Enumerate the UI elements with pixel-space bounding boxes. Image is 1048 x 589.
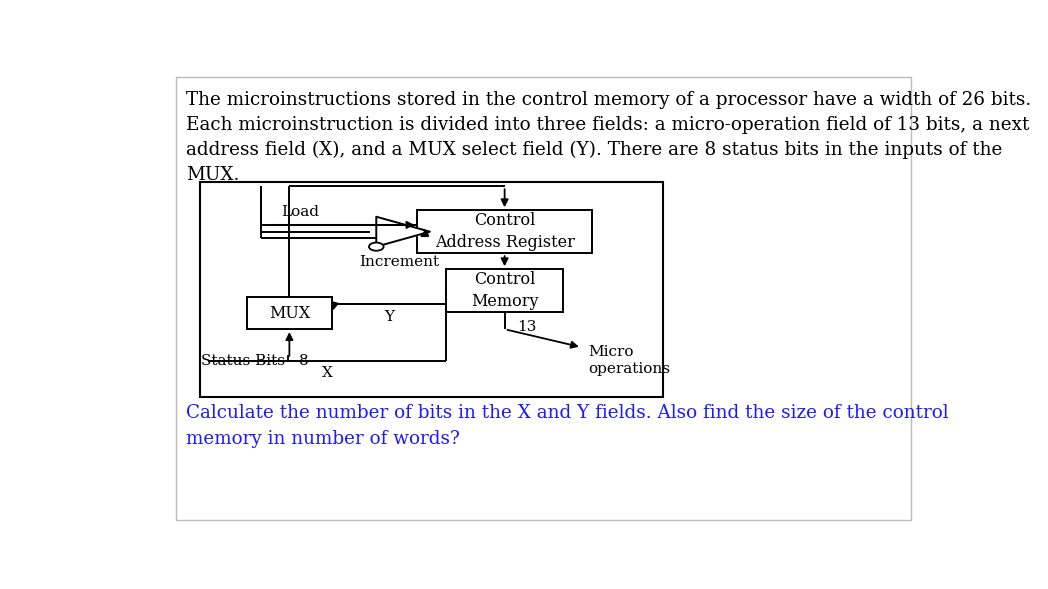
FancyBboxPatch shape (445, 269, 564, 312)
Text: Increment: Increment (359, 255, 439, 269)
FancyBboxPatch shape (176, 78, 911, 519)
Text: Control
Memory: Control Memory (471, 271, 539, 310)
FancyBboxPatch shape (246, 297, 332, 329)
Text: X: X (322, 366, 332, 380)
FancyBboxPatch shape (200, 182, 663, 397)
Text: 8: 8 (299, 354, 309, 368)
FancyBboxPatch shape (417, 210, 592, 253)
Text: Control
Address Register: Control Address Register (435, 212, 574, 252)
Text: Calculate the number of bits in the X and Y fields. Also find the size of the co: Calculate the number of bits in the X an… (187, 404, 948, 448)
Text: Status Bits: Status Bits (201, 354, 285, 368)
Text: 13: 13 (517, 320, 537, 335)
Text: The microinstructions stored in the control memory of a processor have a width o: The microinstructions stored in the cont… (187, 91, 1031, 184)
Text: Micro
operations: Micro operations (588, 345, 671, 376)
Text: Load: Load (281, 206, 320, 220)
Polygon shape (376, 217, 430, 247)
Text: Y: Y (384, 310, 394, 324)
Circle shape (369, 243, 384, 251)
Text: MUX: MUX (268, 305, 310, 322)
